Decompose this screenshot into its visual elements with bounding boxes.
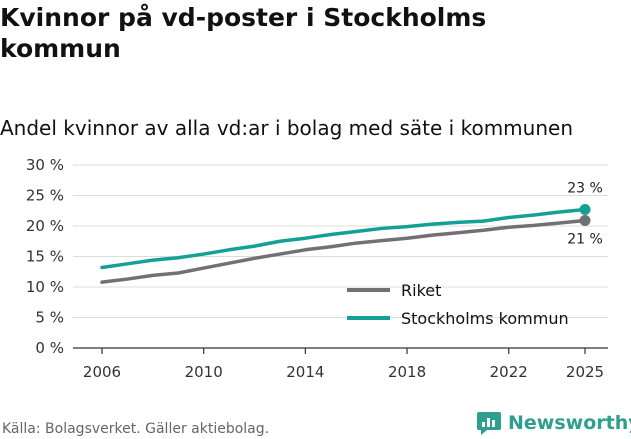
y-axis-tick-labels: 0 % 5 % 10 % 15 % 20 % 25 % 30 % — [26, 156, 64, 357]
brand-logo[interactable]: Newsworthy — [476, 409, 631, 437]
y-tick-label: 10 % — [26, 278, 64, 296]
brand-name: Newsworthy — [508, 412, 631, 434]
source-note: Källa: Bolagsverket. Gäller aktiebolag. — [2, 421, 270, 437]
x-axis: 2006 2010 2014 2018 2022 2025 — [73, 347, 608, 381]
y-tick-label: 5 % — [35, 309, 64, 327]
y-tick-label: 25 % — [26, 187, 64, 205]
x-tick-label: 2025 — [566, 363, 604, 381]
y-tick-label: 30 % — [26, 156, 64, 174]
end-point-stockholm — [579, 204, 591, 216]
y-tick-label: 15 % — [26, 248, 64, 266]
series-line-stockholm — [100, 207, 587, 270]
y-tick-label: 0 % — [35, 339, 64, 357]
line-chart: 0 %5 %10 %15 %20 %25 %30 % 2006 2010 2014 2… — [26, 156, 608, 381]
end-label-riket: 21 % — [567, 232, 603, 248]
x-tick-label: 2018 — [388, 363, 426, 381]
x-tick-label: 2022 — [490, 363, 528, 381]
end-label-stockholm: 23 % — [567, 181, 603, 197]
legend: Riket Stockholms kommun — [347, 281, 569, 328]
end-labels: 21 % 23 % — [567, 181, 603, 248]
newsworthy-logo-icon — [477, 412, 501, 435]
x-tick-label: 2014 — [286, 363, 324, 381]
chart-title: Kvinnor på vd-poster i Stockholms kommun — [0, 3, 487, 63]
legend-label-riket: Riket — [401, 281, 441, 300]
legend-label-stockholm: Stockholms kommun — [401, 309, 569, 328]
series-line-riket — [100, 218, 587, 284]
gridlines — [73, 164, 608, 318]
chart-subtitle: Andel kvinnor av alla vd:ar i bolag med … — [0, 116, 573, 140]
series-lines — [100, 204, 591, 284]
x-tick-label: 2006 — [83, 363, 121, 381]
x-tick-label: 2010 — [185, 363, 223, 381]
y-tick-label: 20 % — [26, 217, 64, 235]
end-point-riket — [579, 215, 591, 227]
